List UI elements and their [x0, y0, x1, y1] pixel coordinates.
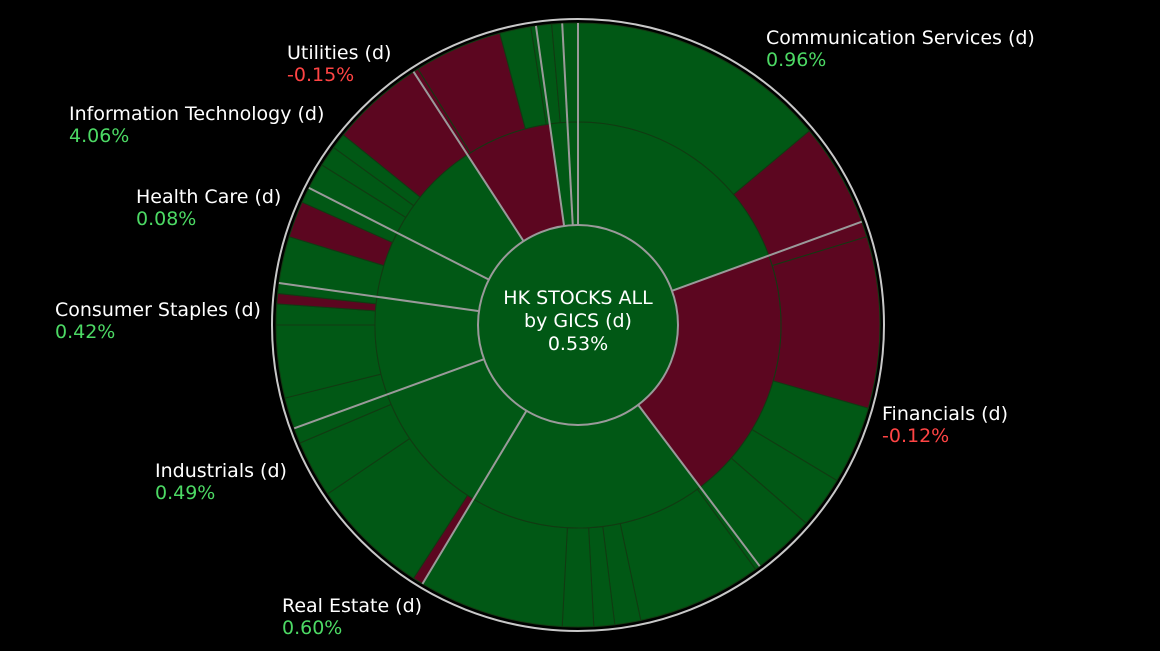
label-financials[interactable]: Financials (d) -0.12%: [882, 403, 1008, 447]
sector-divider: [421, 410, 528, 585]
center-disc: [477, 224, 679, 426]
center-title: HK STOCKS ALL: [503, 287, 653, 309]
sector-name: Consumer Staples (d): [55, 299, 261, 321]
label-information-technology[interactable]: Information Technology (d) 4.06%: [69, 103, 324, 147]
label-communication-services[interactable]: Communication Services (d) 0.96%: [766, 27, 1035, 71]
center-label: HK STOCKS ALL by GICS (d) 0.53%: [478, 287, 678, 356]
sector-name: Communication Services (d): [766, 27, 1035, 49]
label-utilities[interactable]: Utilities (d) -0.15%: [287, 42, 391, 86]
sector-change: 0.08%: [136, 208, 197, 230]
center-value: 0.53%: [547, 333, 609, 355]
sector-divider: [278, 281, 480, 313]
label-consumer-staples[interactable]: Consumer Staples (d) 0.42%: [55, 299, 261, 343]
sector-divider: [412, 71, 525, 242]
sector-name: Industrials (d): [155, 460, 287, 482]
sector-name: Utilities (d): [287, 42, 392, 64]
sector-change: 0.96%: [766, 49, 827, 71]
sector-divider: [671, 220, 863, 292]
chart-outer-border: [271, 18, 885, 632]
sector-name: Financials (d): [882, 403, 1009, 425]
sector-divider: [293, 358, 485, 430]
sector-name: Real Estate (d): [282, 595, 423, 617]
sector-name: Health Care (d): [136, 186, 282, 208]
outer-segment: [771, 236, 881, 409]
center-subtitle: by GICS (d): [524, 310, 632, 332]
sector-change: -0.15%: [287, 64, 355, 86]
label-industrials[interactable]: Industrials (d) 0.49%: [155, 460, 287, 504]
sector-change: -0.12%: [882, 425, 950, 447]
sector-change: 4.06%: [69, 125, 130, 147]
sector-divider: [308, 187, 490, 281]
sector-change: 0.42%: [55, 321, 116, 343]
label-real-estate[interactable]: Real Estate (d) 0.60%: [282, 595, 422, 639]
sector-change: 0.49%: [155, 482, 216, 504]
sector-divider: [561, 23, 574, 226]
sector-change: 0.60%: [282, 617, 343, 639]
sector-divider: [534, 25, 566, 227]
sector-name: Information Technology (d): [69, 103, 325, 125]
label-health-care[interactable]: Health Care (d) 0.08%: [136, 186, 281, 230]
sector-divider: [637, 404, 761, 567]
